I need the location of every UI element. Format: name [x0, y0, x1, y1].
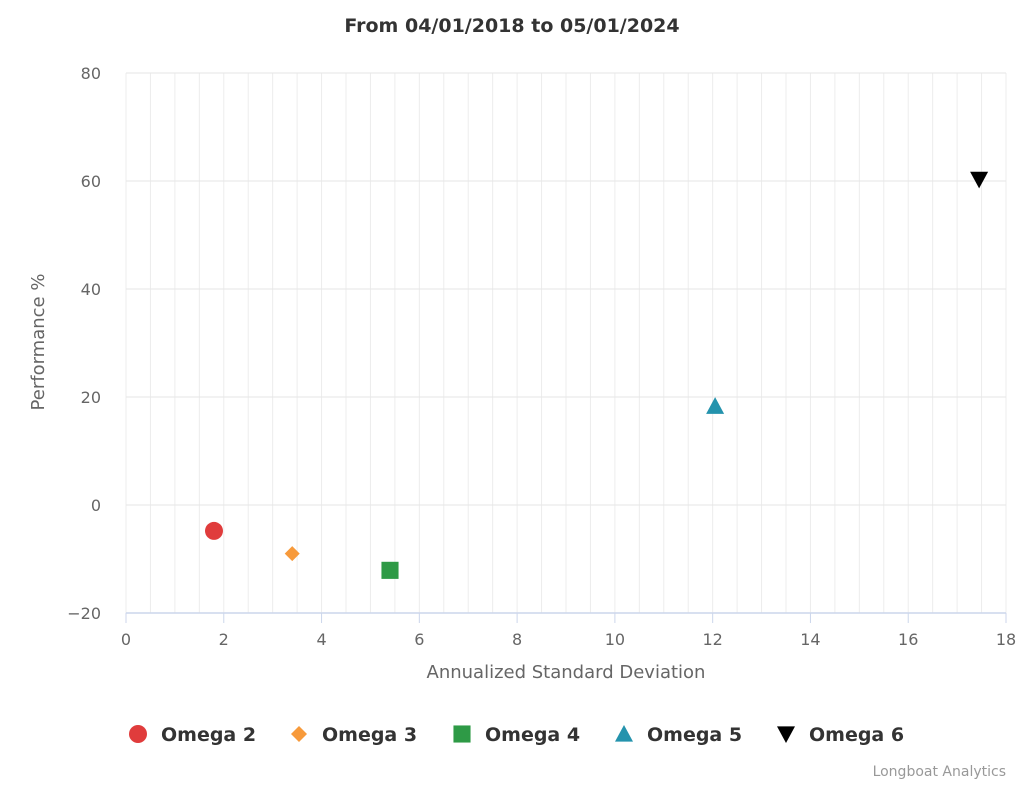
x-tick-label: 8 — [512, 630, 522, 649]
x-tick-label: 12 — [702, 630, 722, 649]
x-axis-ticks: 0 2 4 6 8 10 12 14 16 18 — [121, 613, 1016, 649]
x-axis-title: Annualized Standard Deviation — [427, 662, 706, 683]
x-tick-label: 4 — [316, 630, 326, 649]
legend-label: Omega 6 — [809, 724, 904, 746]
x-tick-label: 2 — [219, 630, 229, 649]
legend-label: Omega 4 — [485, 724, 580, 746]
data-point-3[interactable] — [381, 561, 399, 579]
legend-label: Omega 3 — [322, 724, 417, 746]
y-tick-label: 80 — [81, 64, 101, 83]
legend-symbol-1[interactable] — [129, 725, 147, 743]
y-tick-label: 0 — [91, 496, 101, 515]
legend-item-4[interactable]: Omega 5 — [615, 724, 742, 746]
x-tick-label: 16 — [898, 630, 918, 649]
data-point-1[interactable] — [205, 521, 223, 540]
x-tick-label: 10 — [605, 630, 625, 649]
grid — [125, 72, 1007, 614]
legend-item-2[interactable]: Omega 3 — [291, 724, 417, 746]
legend-item-3[interactable]: Omega 4 — [453, 724, 580, 746]
legend-item-5[interactable]: Omega 6 — [777, 724, 904, 746]
x-tick-label: 6 — [414, 630, 424, 649]
data-point-2[interactable] — [284, 546, 300, 562]
credit-text[interactable]: Longboat Analytics — [873, 764, 1006, 780]
legend: Omega 2 Omega 3 Omega 4 Omega 5 Omega 6 — [129, 724, 904, 746]
x-tick-label: 0 — [121, 630, 131, 649]
legend-symbol-3[interactable] — [453, 725, 471, 743]
y-tick-label: 40 — [81, 280, 101, 299]
legend-symbol-5[interactable] — [777, 726, 795, 743]
legend-item-1[interactable]: Omega 2 — [129, 724, 256, 746]
data-point-4[interactable] — [706, 397, 725, 414]
y-tick-label: 60 — [81, 172, 101, 191]
x-tick-label: 14 — [800, 630, 820, 649]
data-points — [205, 171, 989, 579]
y-axis-ticks: −20 0 20 40 60 80 — [67, 64, 101, 623]
legend-symbol-4[interactable] — [615, 725, 633, 742]
y-axis-title: Performance % — [28, 274, 49, 411]
data-point-5[interactable] — [970, 171, 989, 189]
y-tick-label: 20 — [81, 388, 101, 407]
legend-label: Omega 2 — [161, 724, 256, 746]
legend-symbol-2[interactable] — [291, 726, 307, 742]
y-tick-label: −20 — [67, 604, 101, 623]
chart-title: From 04/01/2018 to 05/01/2024 — [344, 15, 679, 37]
legend-label: Omega 5 — [647, 724, 742, 746]
x-tick-label: 18 — [996, 630, 1016, 649]
